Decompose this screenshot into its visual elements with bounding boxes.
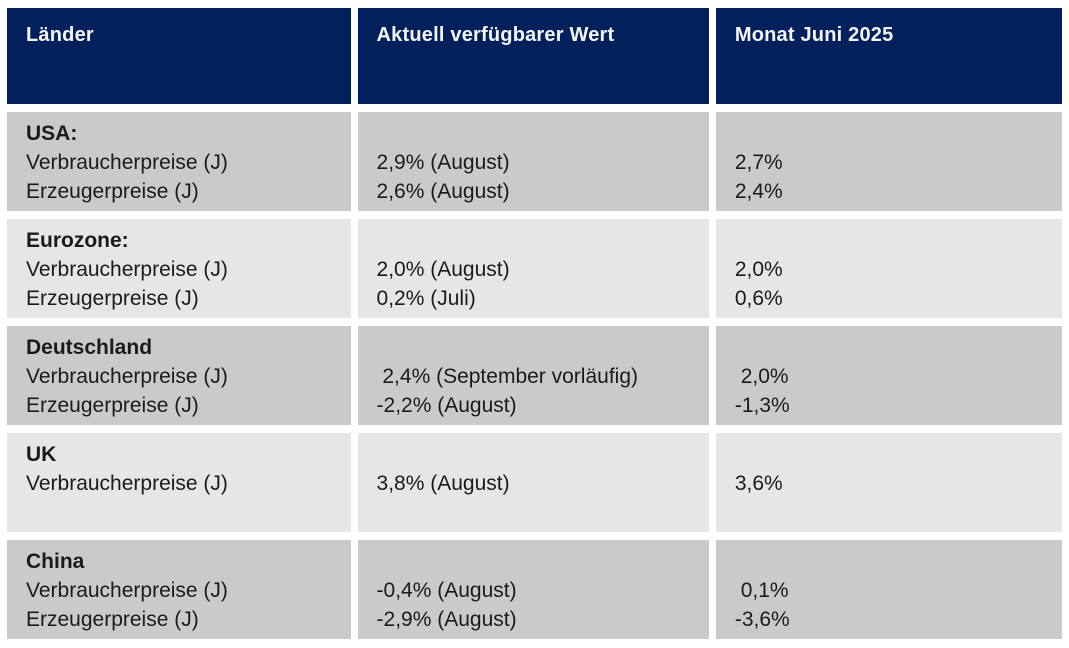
country-name: USA: <box>26 122 78 145</box>
cell-usa-june: 2,7% 2,4% <box>715 112 1062 211</box>
line-spacer <box>377 547 690 576</box>
cell-usa-current: 2,9% (August) 2,6% (August) <box>357 112 709 211</box>
line-spacer <box>735 119 1043 148</box>
cell-eurozone-current: 2,0% (August) 0,2% (Juli) <box>357 219 709 318</box>
cell-eurozone-labels: Eurozone: Verbraucherpreise (J) Erzeuger… <box>7 219 351 318</box>
table-row-deutschland: Deutschland Verbraucherpreise (J) Erzeug… <box>7 326 1062 425</box>
cell-eurozone-june: 2,0% 0,6% <box>715 219 1062 318</box>
metric-labels: Verbraucherpreise (J) Erzeugerpreise (J) <box>26 579 228 631</box>
line-spacer <box>377 226 690 255</box>
header-row: Länder Aktuell verfügbarer Wert Monat Ju… <box>7 8 1062 104</box>
table-row-uk: UK Verbraucherpreise (J) 3,8% (August) 3… <box>7 433 1062 532</box>
cell-uk-labels: UK Verbraucherpreise (J) <box>7 433 351 532</box>
line-spacer <box>735 333 1043 362</box>
line-spacer <box>377 440 690 469</box>
cell-deutschland-current: 2,4% (September vorläufig) -2,2% (August… <box>357 326 709 425</box>
country-name: Deutschland <box>26 336 153 359</box>
line-spacer <box>377 333 690 362</box>
cell-china-current: -0,4% (August) -2,9% (August) <box>357 540 709 639</box>
cell-china-june: 0,1% -3,6% <box>715 540 1062 639</box>
june-values: 2,0% -1,3% <box>734 365 790 417</box>
line-spacer <box>377 119 690 148</box>
current-values: -0,4% (August) -2,9% (August) <box>376 579 517 631</box>
table-row-usa: USA: Verbraucherpreise (J) Erzeugerpreis… <box>7 112 1062 211</box>
june-values: 2,7% 2,4% <box>734 151 783 203</box>
cell-deutschland-labels: Deutschland Verbraucherpreise (J) Erzeug… <box>7 326 351 425</box>
metric-labels: Verbraucherpreise (J) <box>26 472 228 495</box>
june-values: 0,1% -3,6% <box>734 579 790 631</box>
cell-uk-current: 3,8% (August) <box>357 433 709 532</box>
june-values: 3,6% <box>734 472 783 495</box>
current-values: 2,0% (August) 0,2% (Juli) <box>376 258 510 310</box>
table-row-china: China Verbraucherpreise (J) Erzeugerprei… <box>7 540 1062 639</box>
table-header: Länder Aktuell verfügbarer Wert Monat Ju… <box>7 8 1062 104</box>
current-values: 3,8% (August) <box>376 472 510 495</box>
column-header-laender: Länder <box>7 8 351 104</box>
line-spacer <box>735 226 1043 255</box>
cell-deutschland-june: 2,0% -1,3% <box>715 326 1062 425</box>
line-spacer <box>735 440 1043 469</box>
metric-labels: Verbraucherpreise (J) Erzeugerpreise (J) <box>26 258 228 310</box>
current-values: 2,9% (August) 2,6% (August) <box>376 151 510 203</box>
country-name: Eurozone: <box>26 229 129 252</box>
cell-china-labels: China Verbraucherpreise (J) Erzeugerprei… <box>7 540 351 639</box>
metric-labels: Verbraucherpreise (J) Erzeugerpreise (J) <box>26 151 228 203</box>
column-header-monat-juni-2025: Monat Juni 2025 <box>715 8 1062 104</box>
table-row-eurozone: Eurozone: Verbraucherpreise (J) Erzeuger… <box>7 219 1062 318</box>
country-name: China <box>26 550 85 573</box>
country-name: UK <box>26 443 57 466</box>
cell-uk-june: 3,6% <box>715 433 1062 532</box>
metric-labels: Verbraucherpreise (J) Erzeugerpreise (J) <box>26 365 228 417</box>
line-spacer <box>735 547 1043 576</box>
june-values: 2,0% 0,6% <box>734 258 783 310</box>
cell-usa-labels: USA: Verbraucherpreise (J) Erzeugerpreis… <box>7 112 351 211</box>
current-values: 2,4% (September vorläufig) -2,2% (August… <box>376 365 638 417</box>
column-header-aktueller-wert: Aktuell verfügbarer Wert <box>357 8 709 104</box>
